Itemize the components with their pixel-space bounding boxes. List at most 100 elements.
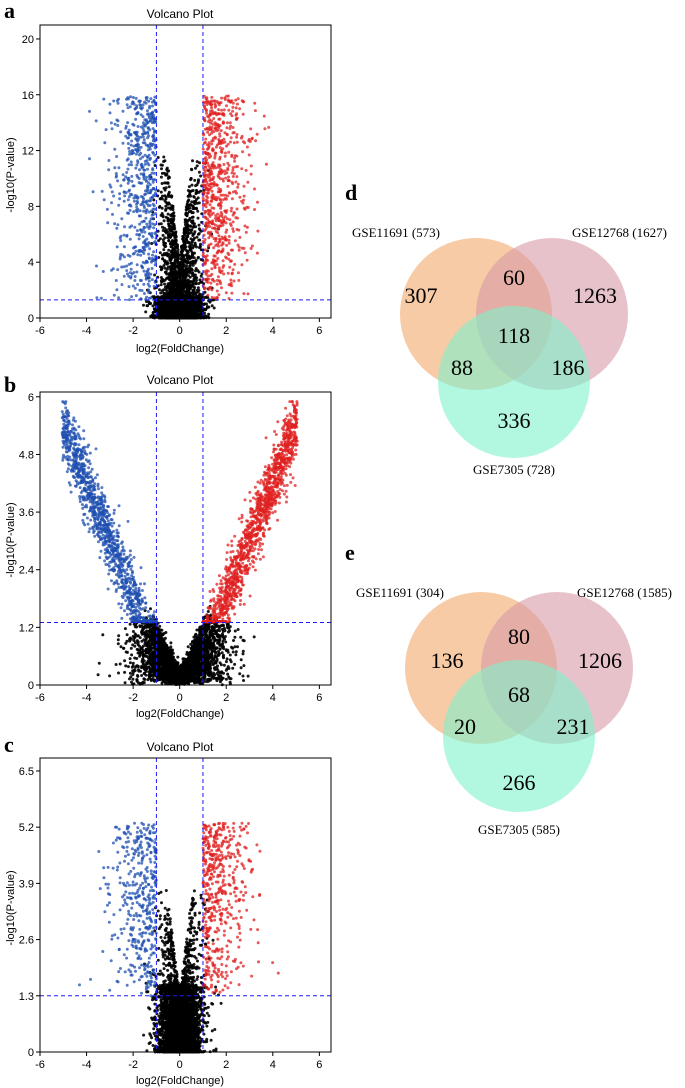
up-regulated-point — [236, 243, 240, 247]
non-significant-point — [163, 282, 167, 286]
non-significant-point — [192, 278, 196, 282]
up-regulated-point — [230, 291, 234, 295]
non-significant-point — [195, 245, 198, 249]
non-significant-point — [192, 195, 196, 198]
down-regulated-point — [102, 198, 106, 202]
non-significant-point — [184, 211, 188, 215]
up-regulated-point — [208, 118, 212, 122]
down-regulated-point — [143, 159, 147, 163]
non-significant-point — [177, 311, 181, 314]
non-significant-point — [183, 233, 187, 237]
non-significant-point — [144, 310, 148, 314]
non-significant-point — [186, 250, 190, 254]
down-regulated-point — [119, 130, 123, 134]
up-regulated-point — [206, 244, 210, 248]
non-significant-point — [188, 206, 192, 210]
up-regulated-point — [231, 101, 235, 105]
non-significant-point — [197, 232, 201, 236]
non-significant-point — [167, 202, 171, 206]
non-significant-point — [191, 159, 194, 163]
up-regulated-point — [241, 140, 245, 144]
down-regulated-point — [111, 212, 114, 216]
non-significant-point — [179, 295, 183, 298]
non-significant-point — [186, 200, 190, 204]
scatter-points — [88, 94, 271, 320]
down-regulated-point — [141, 126, 145, 130]
non-significant-point — [196, 216, 200, 220]
down-regulated-point — [123, 194, 127, 198]
non-significant-point — [164, 208, 168, 212]
non-significant-point — [187, 301, 191, 305]
up-regulated-point — [217, 293, 221, 297]
non-significant-point — [145, 304, 149, 308]
non-significant-point — [156, 189, 160, 193]
up-regulated-point — [210, 288, 214, 292]
down-regulated-point — [128, 298, 131, 302]
up-regulated-point — [228, 265, 232, 269]
down-regulated-point — [152, 226, 156, 230]
down-regulated-point — [103, 141, 107, 145]
down-regulated-point — [130, 179, 134, 183]
non-significant-point — [185, 208, 188, 212]
plot-title: Volcano Plot — [147, 7, 214, 21]
non-significant-point — [150, 242, 154, 245]
up-regulated-point — [215, 183, 219, 187]
non-significant-point — [157, 256, 161, 259]
down-regulated-point — [145, 222, 149, 226]
up-regulated-point — [229, 100, 233, 104]
non-significant-point — [170, 245, 174, 249]
up-regulated-point — [255, 132, 259, 136]
up-regulated-point — [224, 176, 228, 180]
up-regulated-point — [208, 214, 212, 218]
down-regulated-point — [114, 172, 118, 175]
non-significant-point — [167, 169, 171, 173]
non-significant-point — [176, 275, 180, 279]
down-regulated-point — [133, 275, 137, 278]
down-regulated-point — [128, 150, 132, 153]
non-significant-point — [173, 255, 177, 259]
non-significant-point — [172, 308, 176, 312]
up-regulated-point — [229, 259, 233, 263]
non-significant-point — [166, 217, 170, 221]
non-significant-point — [160, 253, 164, 257]
down-regulated-point — [110, 201, 113, 205]
down-regulated-point — [144, 216, 148, 220]
non-significant-point — [160, 167, 163, 171]
non-significant-point — [197, 178, 200, 182]
non-significant-point — [191, 225, 195, 229]
down-regulated-point — [129, 267, 133, 271]
up-regulated-point — [223, 172, 227, 176]
non-significant-point — [197, 223, 201, 227]
down-regulated-point — [112, 194, 116, 198]
down-regulated-point — [116, 119, 120, 123]
up-regulated-point — [217, 187, 221, 191]
non-significant-point — [191, 300, 195, 304]
down-regulated-point — [142, 225, 146, 229]
up-regulated-point — [236, 271, 240, 275]
down-regulated-point — [133, 279, 137, 282]
up-regulated-point — [208, 203, 212, 207]
non-significant-point — [182, 285, 186, 289]
down-regulated-point — [113, 166, 117, 170]
down-regulated-point — [139, 151, 143, 155]
non-significant-point — [167, 227, 171, 231]
down-regulated-point — [113, 222, 117, 226]
non-significant-point — [166, 276, 170, 280]
up-regulated-point — [224, 211, 228, 214]
non-significant-point — [186, 219, 190, 223]
non-significant-point — [161, 229, 165, 232]
non-significant-point — [162, 240, 166, 244]
up-regulated-point — [240, 263, 244, 267]
non-significant-point — [181, 308, 185, 312]
up-regulated-point — [242, 292, 246, 296]
down-regulated-point — [128, 208, 132, 212]
down-regulated-point — [116, 268, 120, 272]
up-regulated-point — [210, 142, 214, 146]
non-significant-point — [179, 257, 182, 261]
non-significant-point — [164, 200, 168, 204]
up-regulated-point — [227, 235, 231, 238]
up-regulated-point — [210, 267, 214, 271]
non-significant-point — [167, 185, 171, 189]
non-significant-point — [193, 206, 197, 210]
down-regulated-point — [127, 285, 131, 289]
